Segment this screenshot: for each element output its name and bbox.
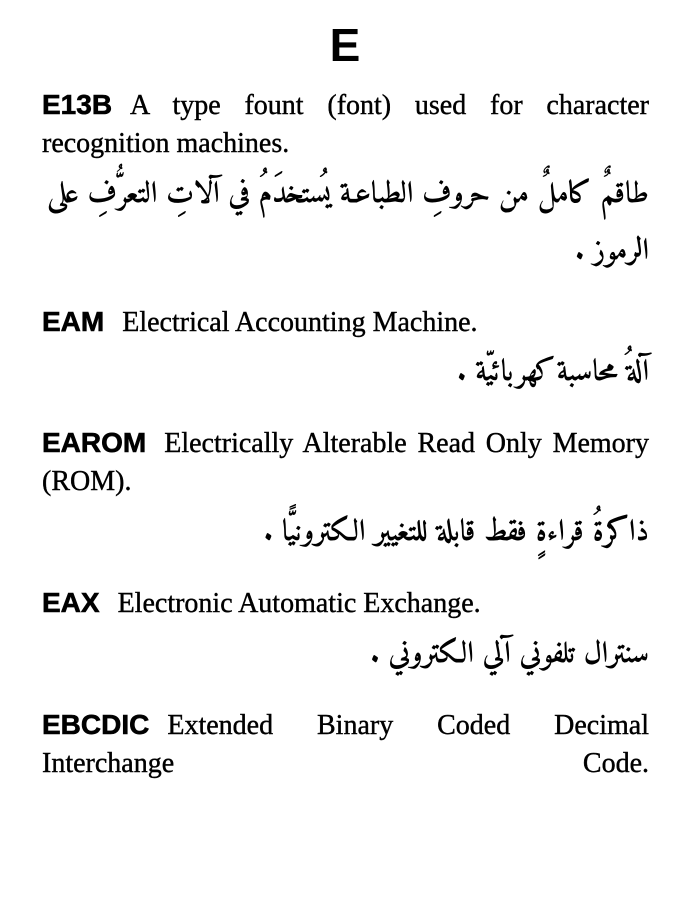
entry-term: EAX (42, 587, 100, 618)
entry-term: EAM (42, 306, 104, 337)
dictionary-entry: EAX Electronic Automatic Exchange. سنترال… (42, 584, 649, 684)
entry-definition-en: Electronic Automatic Exchange. (118, 588, 481, 619)
entry-definition-ar: ذاكرةُ قراءةٍ فقط قابلة للتغيير الكتروني… (42, 505, 649, 562)
entry-definition-en: Electrical Accounting Machine. (122, 307, 477, 338)
entry-english: EAM Electrical Accounting Machine. (42, 303, 649, 342)
entry-term: EBCDIC (42, 709, 149, 740)
dictionary-entry: EAROMElectrically Alterable Read Only Me… (42, 424, 649, 562)
dictionary-entry: EBCDICExtended Binary Coded De­cimal Int… (42, 706, 649, 783)
dictionary-entry: E13BA type fount (font) used for char­ac… (42, 86, 649, 281)
entry-english: EBCDICExtended Binary Coded De­cimal Int… (42, 706, 649, 783)
entry-english: EAX Electronic Automatic Exchange. (42, 584, 649, 623)
entry-definition-en: A type fount (font) used for char­acter … (42, 90, 649, 159)
entry-term: E13B (42, 89, 112, 120)
dictionary-page: E E13BA type fount (font) used for char­… (0, 0, 691, 900)
entry-english: E13BA type fount (font) used for char­ac… (42, 86, 649, 163)
entry-definition-ar: طاقمٌ كاملٌ من حروفِ الطباعـة يُستخدَمُ … (42, 167, 649, 281)
entry-definition-ar: سنترال تلفوني آلي الكتروني . (42, 627, 649, 684)
entry-english: EAROMElectrically Alterable Read Only Me… (42, 424, 649, 501)
entry-term: EAROM (42, 427, 146, 458)
dictionary-entry: EAM Electrical Accounting Machine. آلةُ م… (42, 303, 649, 403)
entry-definition-ar: آلةُ محاسبة كهربائيّة . (42, 345, 649, 402)
section-letter-heading: E (42, 18, 649, 72)
